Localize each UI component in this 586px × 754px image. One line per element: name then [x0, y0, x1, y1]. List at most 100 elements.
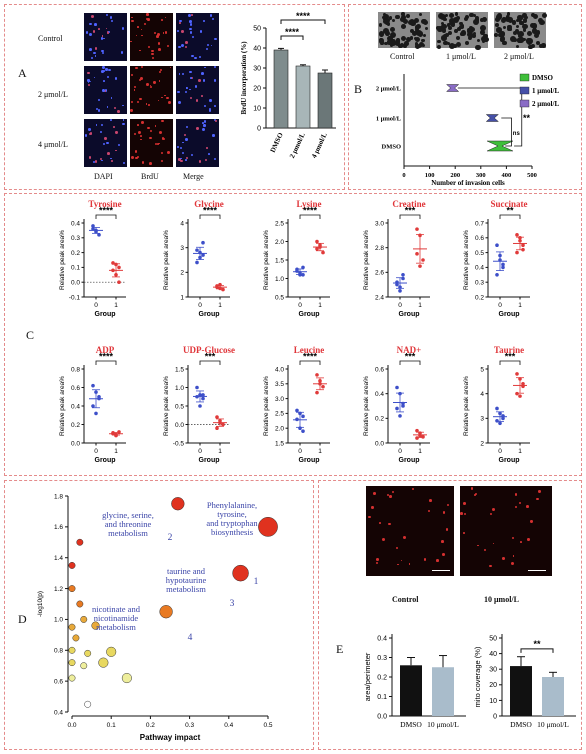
sig-label: ****: [99, 206, 114, 216]
x-tick-label: 0: [398, 302, 402, 309]
cell-dot: [122, 162, 125, 165]
cell-dot: [103, 79, 105, 82]
box: [445, 84, 460, 92]
data-point: [295, 267, 299, 272]
pathway-number: 1: [254, 577, 259, 587]
data-point: [415, 436, 419, 440]
cell-dot: [108, 68, 111, 72]
cell-dot: [443, 34, 448, 39]
y-tick-label: 1.0: [175, 385, 184, 392]
data-point: [201, 393, 205, 397]
cell-dot: [103, 37, 106, 40]
pathway-number: 3: [230, 599, 235, 609]
cell-dot: [122, 104, 124, 107]
cell-dot: [496, 27, 502, 33]
micrograph-brdu-4umol: [130, 119, 173, 167]
data-point: [315, 373, 319, 377]
cell-dot: [154, 125, 157, 127]
data-point: [215, 415, 219, 419]
mito-image-10umol: [460, 486, 552, 576]
cell-dot: [141, 66, 144, 69]
cell-dot: [139, 97, 142, 101]
y-tick-label: 0.0: [71, 440, 80, 447]
panel-e-label: E: [336, 642, 344, 656]
data-point: [521, 247, 525, 252]
cell-dot: [110, 97, 113, 99]
cell-dot: [204, 159, 207, 162]
cell-dot: [482, 17, 488, 22]
cell-dot: [164, 94, 166, 97]
cell-dot: [414, 27, 420, 33]
cell-dot: [133, 133, 136, 135]
y-tick-label: 0.0: [377, 713, 387, 720]
cell-dot: [413, 17, 419, 23]
data-point: [114, 432, 118, 437]
pathway-bubble: [80, 662, 88, 670]
cell-dot: [455, 36, 461, 41]
cell-dot: [516, 14, 523, 21]
x-axis-label: Number of invasion cells: [431, 179, 505, 186]
cell-dot: [519, 32, 523, 36]
data-point: [418, 431, 422, 435]
cell-dot: [511, 20, 516, 25]
cell-dot: [522, 28, 526, 32]
bar: [400, 665, 422, 716]
cell-dot: [510, 36, 517, 43]
x-tick-label: 500: [527, 172, 537, 179]
cell-dot: [165, 96, 169, 100]
cell-dot: [408, 563, 411, 565]
cell-dot: [157, 47, 161, 51]
cell-dot: [146, 13, 150, 16]
cell-dot: [522, 37, 527, 42]
y-axis-label: Relative peak area%: [363, 230, 370, 290]
micrograph-merge-4umol: [176, 119, 219, 167]
cell-dot: [158, 131, 162, 135]
sig-bracket: [399, 214, 421, 219]
data-point: [521, 382, 525, 386]
cell-dot: [180, 157, 182, 160]
cell-dot: [516, 37, 521, 42]
cell-dot: [508, 27, 513, 32]
x-axis-label: Group: [95, 457, 116, 464]
y-tick-label: 1.5: [175, 366, 184, 373]
legend-swatch: [519, 99, 530, 108]
cell-dot: [390, 41, 396, 47]
x-tick-label: 1: [518, 302, 522, 309]
cell-dot: [203, 124, 206, 127]
pathway-bubble: [80, 615, 88, 623]
cell-dot: [389, 27, 395, 32]
y-tick-label: 0.4: [54, 709, 63, 716]
cell-dot: [203, 66, 206, 69]
data-point: [218, 282, 222, 287]
cell-dot: [213, 79, 217, 83]
data-point: [201, 240, 205, 245]
y-tick-label: 2.4: [375, 294, 384, 301]
cell-dot: [89, 80, 92, 83]
x-tick-label: 300: [476, 172, 486, 179]
cell-dot: [164, 16, 167, 19]
cell-dot: [95, 107, 99, 111]
cell-dot: [189, 27, 192, 31]
x-tick-label: 10 μmol/L: [427, 720, 459, 729]
cell-dot: [415, 44, 420, 49]
sig-bracket: [280, 19, 326, 24]
pathway-bubble-chart: 0.4 0.6 0.8 1.0 1.2 1.4 1.6 1.8 0.0 0.1 0.2 0.3 0.4 0…: [37, 493, 278, 742]
cell-dot: [191, 77, 194, 79]
pathway-bubble: [84, 649, 92, 657]
cell-dot: [198, 79, 201, 82]
cell-dot: [101, 50, 104, 53]
cell-dot: [384, 41, 389, 46]
cell-dot: [195, 99, 199, 102]
cell-dot: [178, 158, 181, 161]
cell-dot: [191, 54, 194, 58]
cell-dot: [137, 156, 140, 159]
cell-dot: [483, 33, 488, 39]
data-point: [498, 258, 502, 262]
cell-dot: [423, 558, 427, 561]
cell-dot: [148, 162, 152, 166]
cell-dot: [149, 85, 152, 88]
cell-dot: [520, 541, 522, 544]
pathway-label: nicotinamide: [94, 613, 139, 623]
panel-d-label: D: [18, 612, 27, 626]
cell-dot: [213, 66, 216, 69]
